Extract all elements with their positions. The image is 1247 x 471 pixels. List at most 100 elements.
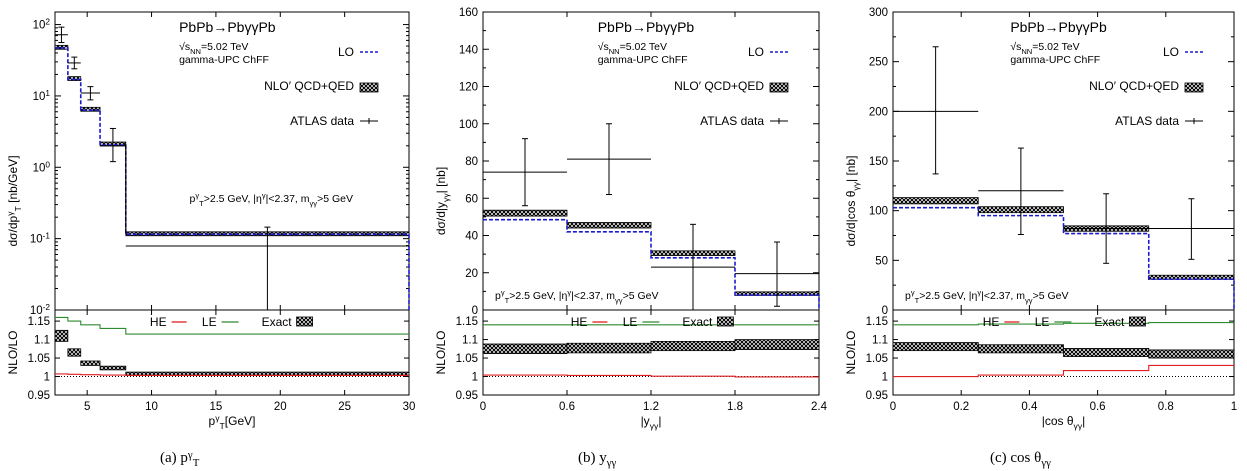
x-axis-label: |yγγ| [641,414,662,431]
cuts-label: pγT>2.5 GeV, |ηγ|<2.37, mγγ>5 GeV [190,191,353,208]
y-tick-label: 101 [33,89,51,103]
x-tick-label: 0 [480,401,486,413]
lo-histogram [893,206,1235,310]
legend-exact-label: Exact [682,315,713,329]
x-tick-label: 20 [274,401,287,413]
ratio-exact-band [977,344,1064,354]
legend-he-label: HE [983,315,1000,329]
generator-label: gamma-UPC ChFF [1010,54,1100,66]
legend-nlo-label: NLO′ QCD+QED [1089,79,1179,93]
ratio-axis-label: NLO/LO [844,330,858,374]
y-tick-label: 0 [472,305,478,317]
ratio-tick-label: 1.15 [28,316,50,328]
chart-panel-2: 0 0.6 1.2 1.8 2.4 0 20 40 60 80 100 120 140 160 0.95 1 1… [434,7,828,469]
ratio-tick-label: 1.05 [28,353,50,365]
ratio-exact-band [1148,349,1235,359]
ratio-tick-label: 1.05 [456,353,478,365]
panel-caption: (a) pγT [160,449,200,469]
y-tick-label: 50 [875,255,888,267]
legend-nlo-swatch [769,82,789,93]
ratio-exact-band [54,329,69,342]
ratio-exact-band [892,342,979,352]
cuts-label: pγT>2.5 GeV, |ηγ|<2.37, mγγ>5 GeV [495,288,658,305]
lo-histogram [55,47,410,310]
generator-label: gamma-UPC ChFF [179,54,269,66]
ratio-exact-band [99,365,127,371]
x-axis-label: pγT[GeV] [209,413,256,431]
data-point [735,241,819,307]
data-point [893,46,979,175]
x-tick-label: 15 [210,401,223,413]
x-tick-label: 0.8 [1158,401,1174,413]
energy-label: √sNN=5.02 TeV [598,41,667,56]
y-tick-label: 80 [465,156,478,168]
ratio-tick-label: 1.1 [462,335,478,347]
ratio-plot-frame [54,309,410,396]
y-tick-label: 140 [459,44,478,56]
y-tick-label: 10-2 [30,303,51,317]
x-tick-label: 25 [338,401,351,413]
ratio-he-line [893,364,1234,378]
legend-data-label: ATLAS data [290,114,354,128]
lo-histogram [483,218,820,310]
ratio-exact-band [650,341,736,352]
chart-panel-1: 5 10 15 20 25 30 10-2 10-1 100 101 102 0.95 1 1.05 1.1… [5,11,416,469]
ratio-exact-band [80,360,101,366]
ratio-tick-label: 1 [44,372,50,384]
x-tick-label: 10 [145,401,158,413]
legend-nlo-swatch [1184,82,1204,93]
ratio-exact-band [1063,348,1150,357]
y-tick-label: 10-1 [30,232,51,246]
ratio-tick-label: 1 [882,372,888,384]
nlo-band [482,209,568,217]
data-point [80,86,101,101]
ratio-he-line [55,373,409,376]
legend-exact-swatch [1129,316,1146,327]
ratio-tick-label: 1 [472,372,478,384]
y-axis-label: dσ/d|cos θγγ| [nb] [844,156,861,247]
energy-label: √sNN=5.02 TeV [179,41,248,56]
x-tick-label: 0.6 [559,401,575,413]
ratio-tick-label: 0.95 [866,390,888,402]
legend-lo-label: LO [338,45,354,59]
y-tick-label: 0 [882,305,888,317]
x-tick-label: 1 [1231,401,1237,413]
ratio-le-line [893,322,1234,326]
x-tick-label: 0.6 [1090,401,1106,413]
x-tick-label: 0 [890,401,896,413]
y-tick-label: 200 [869,106,888,118]
ratio-axis-label: NLO/LO [6,330,20,374]
cuts-label: pγT>2.5 GeV, |ηγ|<2.37, mγγ>5 GeV [905,288,1068,305]
panel-caption: (b) yγγ [578,450,617,469]
legend-le-label: LE [1035,315,1050,329]
y-tick-label: 250 [869,57,888,69]
data-point [1063,193,1149,264]
process-label: PbPb→PbγγPb [598,19,695,35]
ratio-tick-label: 1.15 [866,316,888,328]
legend-data-label: ATLAS data [700,114,764,128]
panel-caption: (c) cos θγγ [990,450,1051,469]
ratio-exact-band [125,371,410,376]
nlo-band [566,222,652,229]
legend-exact-swatch [296,316,314,327]
data-point [100,127,126,163]
legend-lo-label: LO [748,45,764,59]
data-point [1148,198,1234,260]
data-point [483,138,567,207]
ratio-exact-band [67,348,82,357]
x-tick-label: 30 [403,401,416,413]
ratio-tick-label: 1.1 [34,335,50,347]
ratio-tick-label: 0.95 [28,390,50,402]
ratio-exact-band [566,342,652,354]
data-point [978,147,1064,236]
ratio-he-line [483,374,819,378]
legend-exact-swatch [717,316,734,327]
x-tick-label: 0.4 [1021,401,1038,413]
legend-he-label: HE [150,315,167,329]
y-tick-label: 100 [459,119,478,131]
legend-le-label: LE [202,315,217,329]
x-tick-label: 0.2 [953,401,969,413]
process-label: PbPb→PbγγPb [179,19,276,35]
legend-nlo-label: NLO′ QCD+QED [264,79,354,93]
legend-data-label: ATLAS data [1115,114,1179,128]
